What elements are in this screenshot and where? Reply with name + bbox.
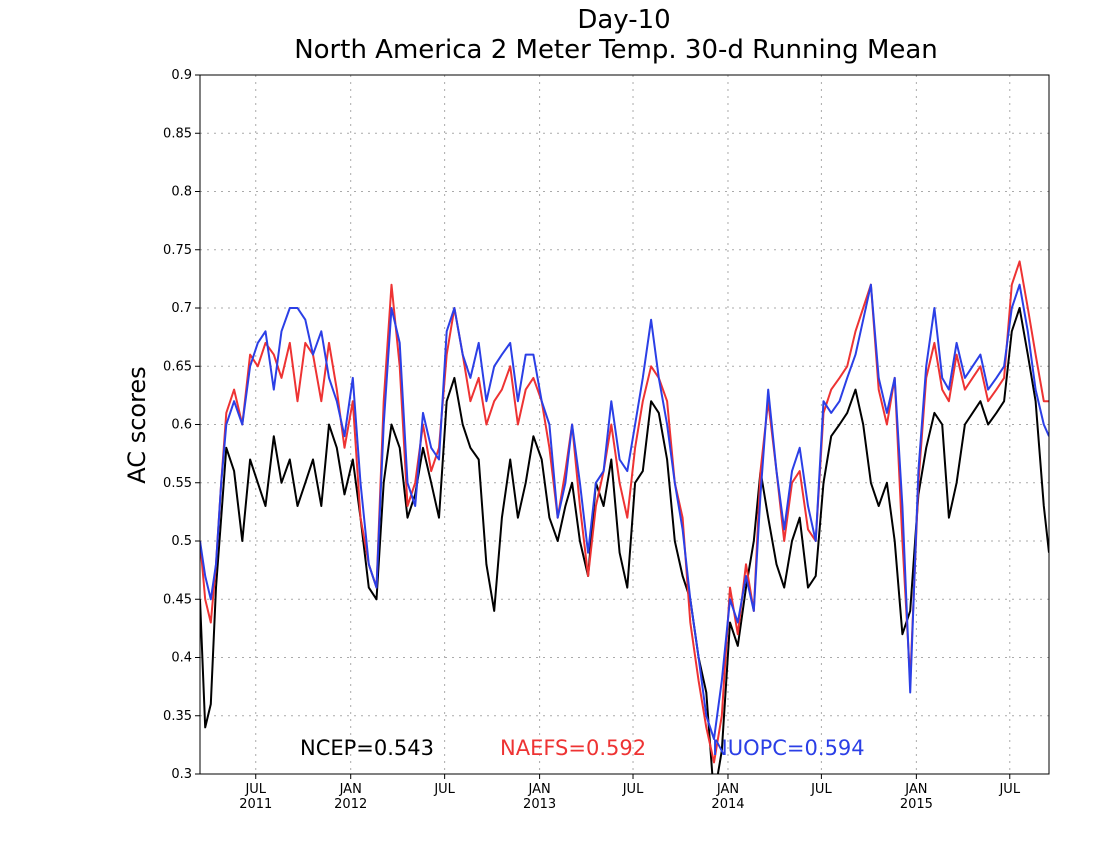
legend-nuopc: NUOPC=0.594 [712,736,865,760]
series-line-ncep [200,307,1049,774]
y-tick-label: 0.75 [163,243,192,258]
x-tick-month-label: JUL [244,782,266,797]
plot-lines [200,260,1049,774]
chart-title: Day-10 [577,5,670,35]
y-tick-label: 0.9 [171,68,192,83]
y-tick-label: 0.45 [163,592,192,607]
x-tick-month-label: JAN [339,782,362,797]
y-tick-label: 0.6 [171,418,192,433]
series-line-naefs [200,260,1049,764]
x-tick-month-label: JAN [527,782,550,797]
y-tick-label: 0.65 [163,359,192,374]
x-tick-month-label: JUL [622,782,644,797]
legend-naefs: NAEFS=0.592 [500,736,646,760]
y-axis-ticks: 0.3 0.35 0.4 0.45 0.5 0.55 0.6 0.65 0.7 0.75 0.8 0.… [163,68,200,782]
grid [200,75,1049,774]
y-tick-label: 0.55 [163,476,192,491]
x-tick-year-label: 2015 [900,797,933,812]
x-tick-month-label: JAN [716,782,739,797]
y-tick-label: 0.8 [171,185,192,200]
y-tick-label: 0.35 [163,709,192,724]
legend-ncep: NCEP=0.543 [300,736,434,760]
x-tick-month-label: JUL [433,782,455,797]
x-tick-month-label: JUL [810,782,832,797]
y-tick-label: 0.4 [171,651,192,666]
y-tick-label: 0.85 [163,126,192,141]
x-tick-year-label: 2013 [523,797,556,812]
x-tick-month-label: JUL [998,782,1020,797]
y-tick-label: 0.7 [171,301,192,316]
x-tick-month-label: JAN [904,782,927,797]
y-tick-label: 0.3 [171,767,192,782]
series-line-nuopc [200,283,1049,740]
x-tick-year-label: 2012 [334,797,367,812]
x-tick-year-label: 2011 [239,797,272,812]
y-tick-label: 0.5 [171,534,192,549]
x-tick-year-label: 2014 [711,797,744,812]
y-axis-label: AC scores [123,366,151,483]
legend: NCEP=0.543 NAEFS=0.592 NUOPC=0.594 [300,736,865,760]
chart-subtitle: North America 2 Meter Temp. 30-d Running… [294,35,938,65]
